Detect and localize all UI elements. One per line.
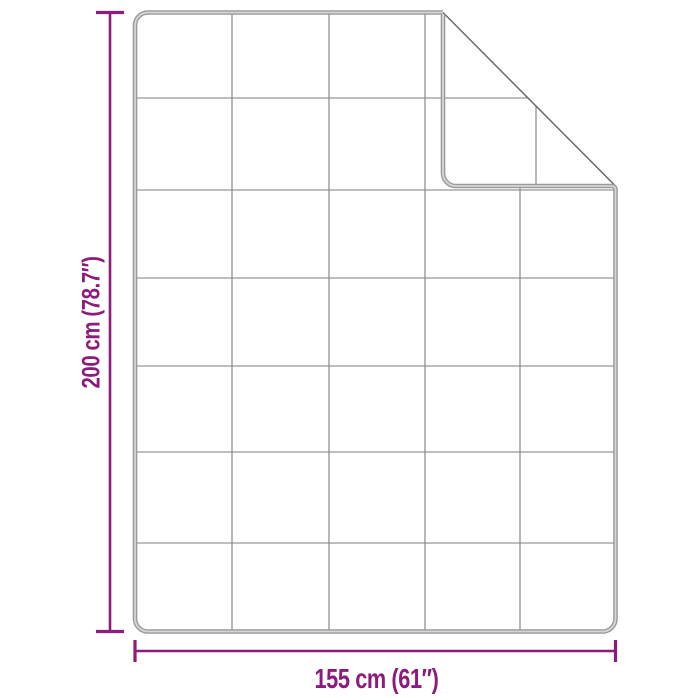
fold-crease-line (442, 11, 617, 187)
quilt-grid (136, 14, 614, 630)
width-dimension: 155 cm (61″) (133, 640, 618, 694)
width-dimension-end-caps (133, 640, 618, 662)
flap-outer-edge-highlight (442, 14, 617, 191)
height-dimension-end-caps (96, 10, 124, 634)
folded-corner-flap (442, 11, 617, 187)
height-dimension: 200 cm (78.7″) (78, 10, 124, 634)
blanket (132, 10, 618, 634)
blanket-silhouette (135, 12, 616, 632)
blanket-edge-piping (132, 10, 618, 634)
width-dimension-label: 155 cm (61″) (315, 663, 439, 694)
blanket-outer-edge-highlight (134, 11, 617, 633)
height-dimension-label: 200 cm (78.7″) (78, 256, 106, 388)
flap-quilt-lines (444, 97, 537, 184)
